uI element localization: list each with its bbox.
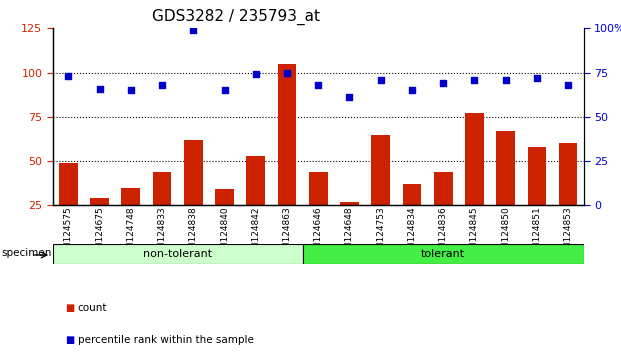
Point	[126, 87, 136, 93]
Bar	[278, 64, 296, 205]
Point	[345, 95, 355, 100]
Bar	[59, 163, 78, 205]
Bar	[559, 143, 578, 205]
Point	[438, 80, 448, 86]
Point	[563, 82, 573, 88]
Bar	[153, 172, 171, 205]
Point	[501, 77, 510, 82]
Point	[220, 87, 230, 93]
Bar	[90, 198, 109, 205]
Bar	[247, 156, 265, 205]
Bar	[496, 131, 515, 205]
Bar	[122, 188, 140, 205]
Bar	[465, 113, 484, 205]
Point	[157, 82, 167, 88]
Text: percentile rank within the sample: percentile rank within the sample	[78, 335, 253, 345]
Bar	[371, 135, 390, 205]
Bar	[340, 202, 359, 205]
Text: GDS3282 / 235793_at: GDS3282 / 235793_at	[152, 9, 320, 25]
Text: count: count	[78, 303, 107, 313]
Point	[282, 70, 292, 75]
Point	[63, 73, 73, 79]
Point	[314, 82, 324, 88]
Bar	[309, 172, 328, 205]
Point	[251, 72, 261, 77]
Text: ■: ■	[65, 303, 75, 313]
Bar	[434, 172, 453, 205]
Text: non-tolerant: non-tolerant	[143, 249, 212, 259]
Bar	[215, 189, 234, 205]
Text: ■: ■	[65, 335, 75, 345]
Point	[376, 77, 386, 82]
Point	[407, 87, 417, 93]
Point	[188, 27, 198, 33]
Bar	[302, 244, 584, 264]
Bar	[527, 147, 546, 205]
Bar	[402, 184, 421, 205]
Point	[94, 86, 104, 91]
Point	[532, 75, 542, 81]
Text: specimen: specimen	[1, 248, 52, 258]
Bar	[184, 140, 202, 205]
Point	[469, 77, 479, 82]
Bar	[53, 244, 302, 264]
Text: tolerant: tolerant	[421, 249, 465, 259]
